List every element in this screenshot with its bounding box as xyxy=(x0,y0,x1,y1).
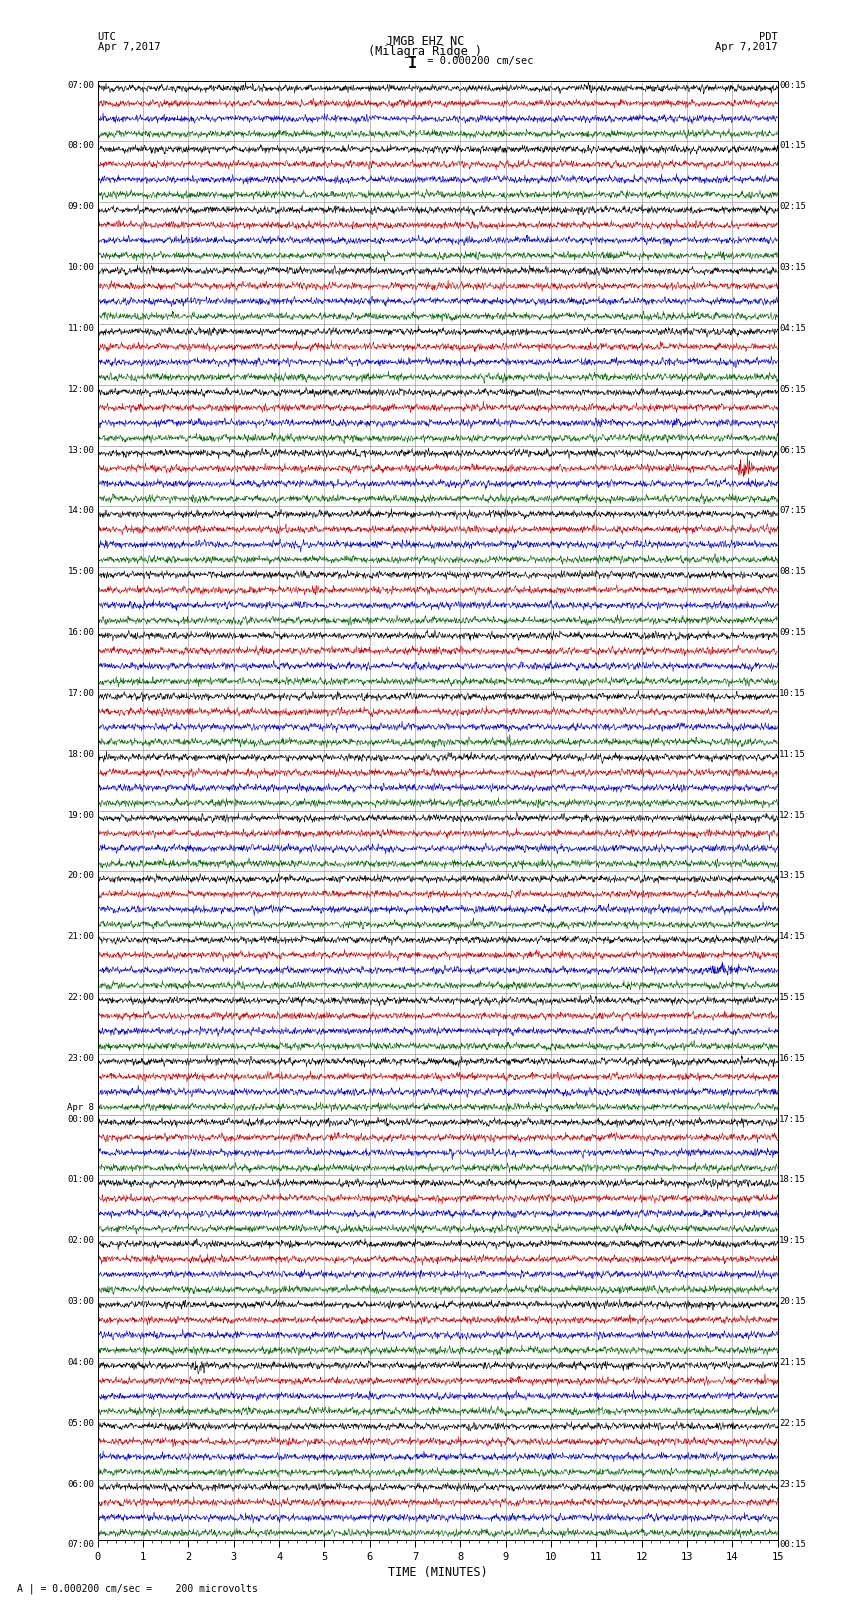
Text: PDT: PDT xyxy=(759,32,778,42)
Text: UTC: UTC xyxy=(98,32,116,42)
Text: 20:00: 20:00 xyxy=(67,871,94,881)
Text: 12:00: 12:00 xyxy=(67,386,94,394)
Text: 05:15: 05:15 xyxy=(779,386,806,394)
Text: 19:00: 19:00 xyxy=(67,810,94,819)
Text: I: I xyxy=(408,56,416,71)
Text: 22:15: 22:15 xyxy=(779,1419,806,1428)
Text: 10:15: 10:15 xyxy=(779,689,806,698)
Text: 22:00: 22:00 xyxy=(67,994,94,1002)
Text: 02:00: 02:00 xyxy=(67,1236,94,1245)
Text: 11:15: 11:15 xyxy=(779,750,806,758)
Text: 09:15: 09:15 xyxy=(779,627,806,637)
Text: 02:15: 02:15 xyxy=(779,202,806,211)
Text: 09:00: 09:00 xyxy=(67,202,94,211)
Text: 03:15: 03:15 xyxy=(779,263,806,273)
Text: 13:15: 13:15 xyxy=(779,871,806,881)
Text: 10:00: 10:00 xyxy=(67,263,94,273)
Text: 07:00: 07:00 xyxy=(67,81,94,90)
Text: 23:00: 23:00 xyxy=(67,1053,94,1063)
Text: Apr 7,2017: Apr 7,2017 xyxy=(715,42,778,52)
Text: 06:15: 06:15 xyxy=(779,445,806,455)
Text: 11:00: 11:00 xyxy=(67,324,94,332)
Text: 17:15: 17:15 xyxy=(779,1115,806,1124)
Text: 13:00: 13:00 xyxy=(67,445,94,455)
Text: 16:15: 16:15 xyxy=(779,1053,806,1063)
Text: 14:15: 14:15 xyxy=(779,932,806,940)
Text: 15:00: 15:00 xyxy=(67,568,94,576)
Text: 16:00: 16:00 xyxy=(67,627,94,637)
Text: 21:15: 21:15 xyxy=(779,1358,806,1366)
Text: 20:15: 20:15 xyxy=(779,1297,806,1307)
Text: 23:15: 23:15 xyxy=(779,1479,806,1489)
X-axis label: TIME (MINUTES): TIME (MINUTES) xyxy=(388,1566,488,1579)
Text: 05:00: 05:00 xyxy=(67,1419,94,1428)
Text: A | = 0.000200 cm/sec =    200 microvolts: A | = 0.000200 cm/sec = 200 microvolts xyxy=(17,1582,258,1594)
Text: 04:15: 04:15 xyxy=(779,324,806,332)
Text: (Milagra Ridge ): (Milagra Ridge ) xyxy=(368,45,482,58)
Text: 17:00: 17:00 xyxy=(67,689,94,698)
Text: 14:00: 14:00 xyxy=(67,506,94,516)
Text: 01:15: 01:15 xyxy=(779,142,806,150)
Text: 18:15: 18:15 xyxy=(779,1176,806,1184)
Text: 12:15: 12:15 xyxy=(779,810,806,819)
Text: 00:15: 00:15 xyxy=(779,1540,806,1550)
Text: 07:15: 07:15 xyxy=(779,506,806,516)
Text: 04:00: 04:00 xyxy=(67,1358,94,1366)
Text: 08:15: 08:15 xyxy=(779,568,806,576)
Text: 00:15: 00:15 xyxy=(779,81,806,90)
Text: JMGB EHZ NC: JMGB EHZ NC xyxy=(386,35,464,48)
Text: 21:00: 21:00 xyxy=(67,932,94,940)
Text: Apr 8: Apr 8 xyxy=(67,1103,94,1111)
Text: 01:00: 01:00 xyxy=(67,1176,94,1184)
Text: 07:00: 07:00 xyxy=(67,1540,94,1550)
Text: 19:15: 19:15 xyxy=(779,1236,806,1245)
Text: 03:00: 03:00 xyxy=(67,1297,94,1307)
Text: 00:00: 00:00 xyxy=(67,1115,94,1124)
Text: = 0.000200 cm/sec: = 0.000200 cm/sec xyxy=(421,56,533,66)
Text: 06:00: 06:00 xyxy=(67,1479,94,1489)
Text: 08:00: 08:00 xyxy=(67,142,94,150)
Text: 18:00: 18:00 xyxy=(67,750,94,758)
Text: Apr 7,2017: Apr 7,2017 xyxy=(98,42,161,52)
Text: 15:15: 15:15 xyxy=(779,994,806,1002)
